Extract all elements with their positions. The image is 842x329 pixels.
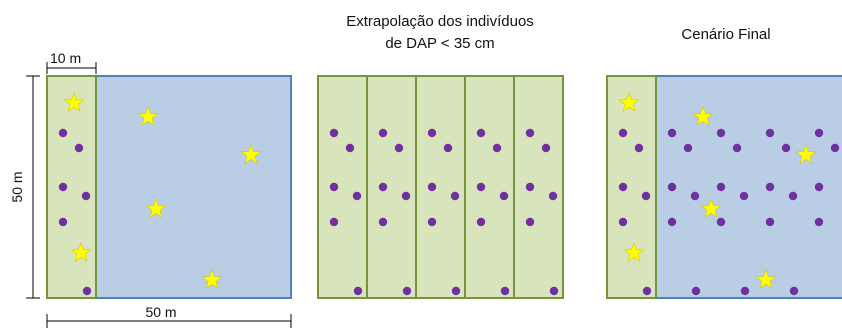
dot-marker	[618, 128, 628, 138]
dot-marker	[788, 191, 798, 201]
dot-marker	[830, 143, 840, 153]
dot-marker	[476, 182, 486, 192]
star-marker	[692, 106, 714, 126]
dot-marker	[378, 217, 388, 227]
dot-marker	[683, 143, 693, 153]
dot-marker	[329, 217, 339, 227]
dot-marker	[394, 143, 404, 153]
dot-marker	[499, 191, 509, 201]
plot-area-blue	[655, 75, 842, 299]
dot-marker	[450, 191, 460, 201]
dot-marker	[329, 128, 339, 138]
dot-marker	[427, 128, 437, 138]
star-marker	[63, 92, 85, 112]
dot-marker	[667, 182, 677, 192]
dot-marker	[451, 286, 461, 296]
dot-marker	[58, 128, 68, 138]
star-marker	[240, 144, 262, 164]
dot-marker	[618, 182, 628, 192]
panel-original	[46, 75, 292, 299]
dot-marker	[618, 217, 628, 227]
dot-marker	[58, 182, 68, 192]
dot-marker	[548, 191, 558, 201]
dot-marker	[690, 191, 700, 201]
dot-marker	[427, 182, 437, 192]
panel2-title-line1: Extrapolação dos indivíduos	[346, 13, 534, 30]
dot-marker	[716, 217, 726, 227]
dot-marker	[378, 182, 388, 192]
dimension-bottom: 50 m	[46, 304, 292, 328]
dot-marker	[765, 128, 775, 138]
dot-marker	[541, 143, 551, 153]
dot-marker	[500, 286, 510, 296]
dimension-side: 50 m	[9, 75, 40, 299]
dot-marker	[549, 286, 559, 296]
dot-marker	[525, 217, 535, 227]
dot-marker	[740, 286, 750, 296]
dot-marker	[781, 143, 791, 153]
panel-final-scenario	[606, 75, 842, 299]
dot-marker	[401, 191, 411, 201]
panel-extrapolation	[317, 75, 564, 299]
star-marker	[755, 269, 777, 289]
extrapolated-strip	[415, 75, 466, 299]
plot-area-blue	[95, 75, 292, 299]
dot-marker	[74, 143, 84, 153]
dot-marker	[427, 217, 437, 227]
star-marker	[700, 198, 722, 218]
dot-marker	[352, 191, 362, 201]
subplot-strip	[46, 75, 97, 299]
dot-marker	[765, 182, 775, 192]
extrapolated-strip	[366, 75, 417, 299]
dimension-side-label: 50 m	[9, 171, 25, 202]
star-marker	[201, 269, 223, 289]
dot-marker	[642, 286, 652, 296]
dot-marker	[667, 217, 677, 227]
extrapolated-strip	[317, 75, 368, 299]
dimension-bottom-label: 50 m	[145, 304, 176, 320]
dot-marker	[329, 182, 339, 192]
dot-marker	[476, 128, 486, 138]
dot-marker	[378, 128, 388, 138]
dimension-top: 10 m	[46, 50, 97, 74]
dot-marker	[716, 128, 726, 138]
dot-marker	[667, 128, 677, 138]
panel2-title-line2: de DAP < 35 cm	[385, 35, 494, 52]
subplot-strip	[606, 75, 657, 299]
dot-marker	[492, 143, 502, 153]
dot-marker	[82, 286, 92, 296]
dot-marker	[641, 191, 651, 201]
star-marker	[137, 106, 159, 126]
dot-marker	[476, 217, 486, 227]
dot-marker	[525, 182, 535, 192]
dot-marker	[716, 182, 726, 192]
extrapolated-strip	[513, 75, 564, 299]
dot-marker	[81, 191, 91, 201]
star-marker	[618, 92, 640, 112]
dot-marker	[814, 182, 824, 192]
dot-marker	[765, 217, 775, 227]
dot-marker	[525, 128, 535, 138]
dot-marker	[634, 143, 644, 153]
dot-marker	[691, 286, 701, 296]
star-marker	[70, 242, 92, 262]
panel3-title: Cenário Final	[681, 26, 770, 43]
star-marker	[795, 144, 817, 164]
dot-marker	[814, 217, 824, 227]
dot-marker	[402, 286, 412, 296]
dot-marker	[789, 286, 799, 296]
dot-marker	[345, 143, 355, 153]
star-marker	[623, 242, 645, 262]
extrapolated-strip	[464, 75, 515, 299]
dot-marker	[732, 143, 742, 153]
dot-marker	[58, 217, 68, 227]
dimension-top-label: 10 m	[50, 50, 81, 66]
dot-marker	[739, 191, 749, 201]
dot-marker	[814, 128, 824, 138]
dot-marker	[353, 286, 363, 296]
star-marker	[145, 198, 167, 218]
dot-marker	[443, 143, 453, 153]
